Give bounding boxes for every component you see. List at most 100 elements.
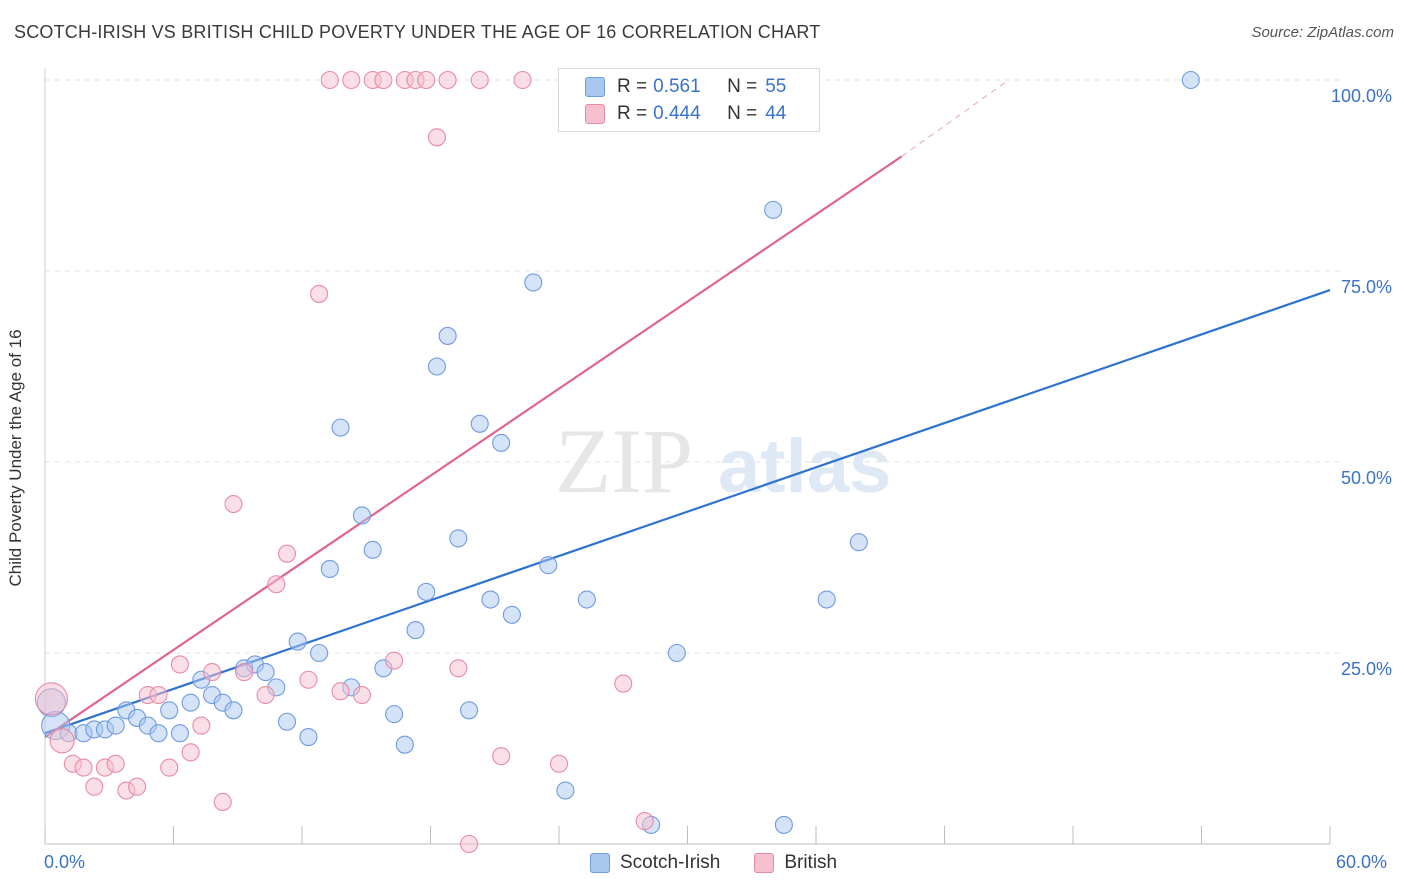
data-point	[556, 781, 575, 800]
data-point	[427, 357, 446, 376]
data-point	[352, 506, 372, 525]
data-point	[128, 777, 147, 796]
data-point	[320, 559, 339, 579]
data-point	[331, 682, 350, 701]
data-point	[492, 433, 511, 452]
legend-r-value: 0.561	[653, 76, 701, 97]
y-tick-label-25: 25.0%	[1340, 659, 1392, 679]
chart-title: SCOTCH-IRISH VS BRITISH CHILD POVERTY UN…	[14, 22, 821, 42]
series-legend-scotch-irish: Scotch-Irish	[590, 852, 720, 874]
data-point	[417, 582, 436, 601]
data-point	[1181, 70, 1200, 90]
data-point	[395, 735, 414, 754]
data-point	[427, 128, 446, 147]
data-point	[160, 758, 179, 777]
data-point	[331, 418, 350, 437]
data-point	[449, 659, 468, 678]
data-point	[774, 815, 793, 834]
trend-line-extension-1	[901, 79, 1010, 157]
series-label-british: British	[784, 852, 838, 873]
data-point	[817, 590, 836, 609]
data-point	[106, 754, 125, 773]
data-point	[635, 812, 654, 831]
data-point	[181, 743, 200, 762]
data-point	[406, 621, 425, 640]
data-point	[310, 284, 329, 303]
watermark: ZIP atlas	[555, 410, 891, 512]
data-point	[385, 705, 404, 724]
series-swatch-british	[754, 853, 775, 873]
data-point	[502, 605, 521, 624]
x-tick-label-min: 0.0%	[44, 852, 86, 872]
data-point	[417, 70, 436, 90]
data-point	[299, 727, 318, 747]
data-point	[363, 540, 382, 559]
data-point	[224, 701, 243, 720]
data-point	[85, 777, 104, 796]
legend-row-scotch-irish: R = 0.561 N = 55	[585, 74, 786, 100]
data-point	[385, 651, 404, 670]
data-point	[149, 724, 168, 743]
series-legend: Scotch-Irish British	[590, 852, 871, 874]
data-point	[288, 632, 307, 651]
data-point	[470, 414, 489, 433]
data-point	[192, 716, 211, 735]
legend-r-value: 0.444	[653, 103, 701, 124]
data-point	[74, 758, 93, 777]
data-point	[470, 70, 489, 90]
series-swatch-scotch-irish	[590, 853, 610, 873]
y-tick-label-50: 50.0%	[1340, 468, 1392, 488]
data-point	[764, 200, 783, 219]
data-point	[277, 712, 297, 731]
legend-swatch-british	[585, 104, 605, 124]
legend-row-british: R = 0.444 N = 44	[585, 101, 786, 127]
data-point	[106, 716, 125, 735]
data-point	[549, 754, 569, 773]
chart-source: Source: ZipAtlas.com	[1251, 24, 1394, 41]
watermark-atlas: atlas	[718, 424, 891, 509]
data-point	[667, 643, 686, 663]
data-point	[49, 728, 75, 754]
data-point	[310, 643, 329, 663]
data-point	[513, 70, 532, 90]
trend-line-1	[44, 155, 903, 738]
watermark-zip: ZIP	[555, 410, 693, 512]
legend-n-label: N =	[727, 76, 758, 97]
data-point	[170, 724, 189, 743]
data-points	[34, 70, 1200, 854]
data-point	[577, 590, 596, 609]
data-point	[459, 834, 479, 854]
data-point	[235, 663, 254, 682]
data-point	[438, 70, 457, 90]
data-point	[203, 663, 222, 682]
legend-r-label: R =	[617, 76, 648, 97]
legend-n-label: N =	[727, 103, 758, 124]
grid-lines	[45, 79, 1340, 654]
data-point	[374, 70, 393, 90]
data-point	[160, 701, 179, 720]
series-label-scotch-irish: Scotch-Irish	[620, 852, 721, 873]
legend-r-label: R =	[617, 103, 648, 124]
data-point	[170, 655, 189, 674]
series-points-1	[34, 70, 654, 854]
legend-swatch-scotch-irish	[585, 77, 605, 97]
data-point	[181, 693, 200, 712]
data-point	[614, 674, 633, 693]
legend-n-value: 55	[765, 76, 787, 97]
legend-n-value: 44	[765, 103, 787, 124]
data-point	[438, 326, 457, 345]
data-point	[849, 533, 868, 552]
y-tick-label-75: 75.0%	[1340, 277, 1392, 297]
data-point	[299, 670, 318, 689]
data-point	[524, 273, 543, 292]
data-point	[492, 747, 511, 766]
correlation-legend: R = 0.561 N = 55 R = 0.444 N = 44	[558, 68, 820, 132]
trend-lines	[44, 79, 1331, 738]
data-point	[267, 575, 286, 594]
data-point	[342, 70, 361, 90]
data-point	[449, 529, 468, 548]
x-tick-label-max: 60.0%	[1336, 852, 1388, 872]
series-legend-british: British	[754, 852, 837, 874]
data-point	[213, 792, 232, 812]
